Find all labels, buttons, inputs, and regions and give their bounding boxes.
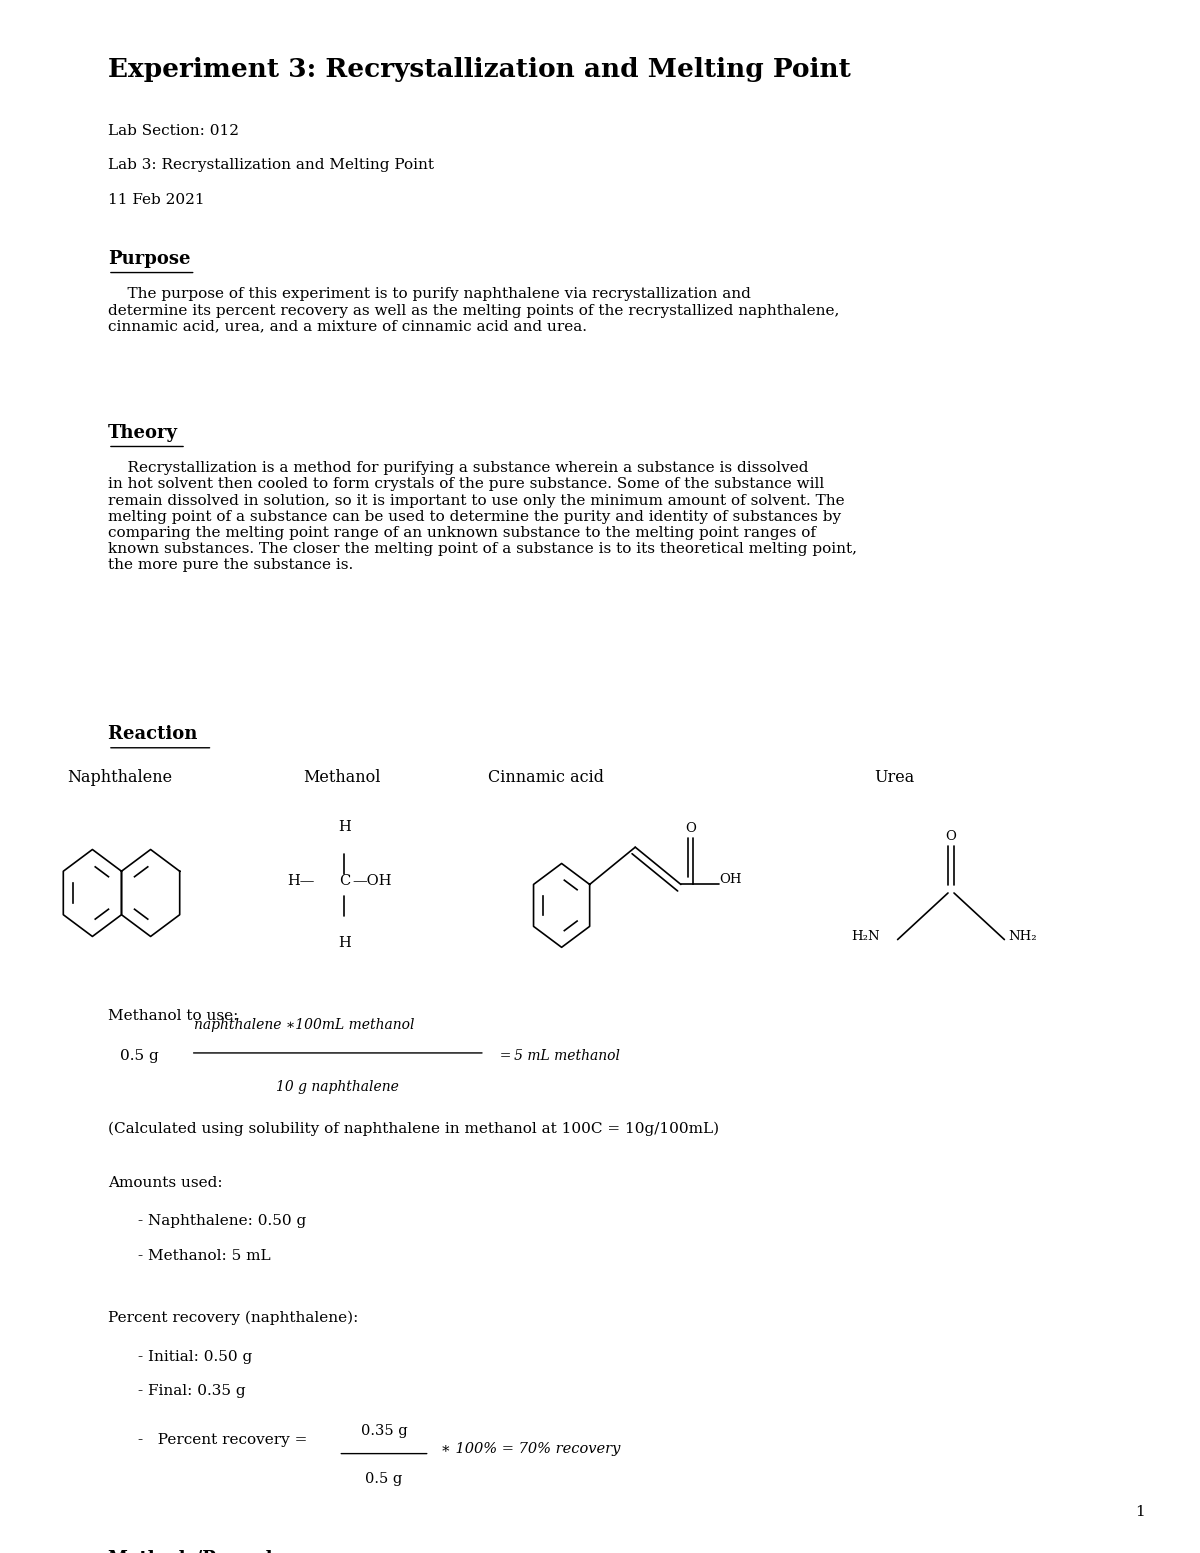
Text: H₂N: H₂N (851, 930, 880, 943)
Text: Lab 3: Recrystallization and Melting Point: Lab 3: Recrystallization and Melting Poi… (108, 158, 434, 172)
Text: Urea: Urea (874, 769, 914, 786)
Text: 0.5 g: 0.5 g (365, 1472, 403, 1486)
Text: ∗ 100% = 70% recovery: ∗ 100% = 70% recovery (438, 1441, 620, 1457)
Text: NH₂: NH₂ (1008, 930, 1037, 943)
Text: Reaction: Reaction (108, 725, 204, 744)
Text: Naphthalene: Naphthalene (67, 769, 173, 786)
Text: Amounts used:: Amounts used: (108, 1176, 223, 1190)
Text: The purpose of this experiment is to purify naphthalene via recrystallization an: The purpose of this experiment is to pur… (108, 287, 839, 334)
Text: H—: H— (287, 873, 314, 888)
Text: naphthalene ∗100mL methanol: naphthalene ∗100mL methanol (194, 1017, 415, 1033)
Text: Methanol to use:: Methanol to use: (108, 1009, 239, 1023)
Text: C: C (338, 873, 350, 888)
Text: 0.5 g: 0.5 g (120, 1048, 158, 1064)
Text: Lab Section: 012: Lab Section: 012 (108, 124, 239, 138)
Text: Recrystallization is a method for purifying a substance wherein a substance is d: Recrystallization is a method for purify… (108, 461, 857, 573)
Text: O: O (685, 822, 696, 836)
Text: - Initial: 0.50 g: - Initial: 0.50 g (138, 1350, 252, 1364)
Text: - Final: 0.35 g: - Final: 0.35 g (138, 1384, 246, 1398)
Text: - Methanol: 5 mL: - Methanol: 5 mL (138, 1249, 271, 1263)
Text: - Naphthalene: 0.50 g: - Naphthalene: 0.50 g (138, 1214, 306, 1228)
Text: = 5 mL methanol: = 5 mL methanol (497, 1048, 619, 1064)
Text: 0.35 g: 0.35 g (361, 1424, 407, 1438)
Text: (Calculated using solubility of naphthalene in methanol at 100C = 10g/100mL): (Calculated using solubility of naphthal… (108, 1121, 719, 1135)
Text: Methods/Procedures: Methods/Procedures (108, 1550, 323, 1553)
Text: OH: OH (719, 873, 742, 887)
Text: O: O (944, 831, 956, 843)
Text: Percent recovery (naphthalene):: Percent recovery (naphthalene): (108, 1311, 359, 1325)
Text: Theory: Theory (108, 424, 178, 443)
Text: Experiment 3: Recrystallization and Melting Point: Experiment 3: Recrystallization and Melt… (108, 57, 851, 82)
Text: Purpose: Purpose (108, 250, 191, 269)
Text: —OH: —OH (353, 873, 392, 888)
Text: Methanol: Methanol (304, 769, 380, 786)
Text: H: H (338, 936, 350, 950)
Text: H: H (338, 820, 350, 834)
Text: 10 g naphthalene: 10 g naphthalene (276, 1079, 400, 1095)
Text: Cinnamic acid: Cinnamic acid (488, 769, 604, 786)
Text: 11 Feb 2021: 11 Feb 2021 (108, 193, 205, 207)
Text: 1: 1 (1135, 1505, 1145, 1519)
Text: -   Percent recovery =: - Percent recovery = (138, 1433, 312, 1447)
